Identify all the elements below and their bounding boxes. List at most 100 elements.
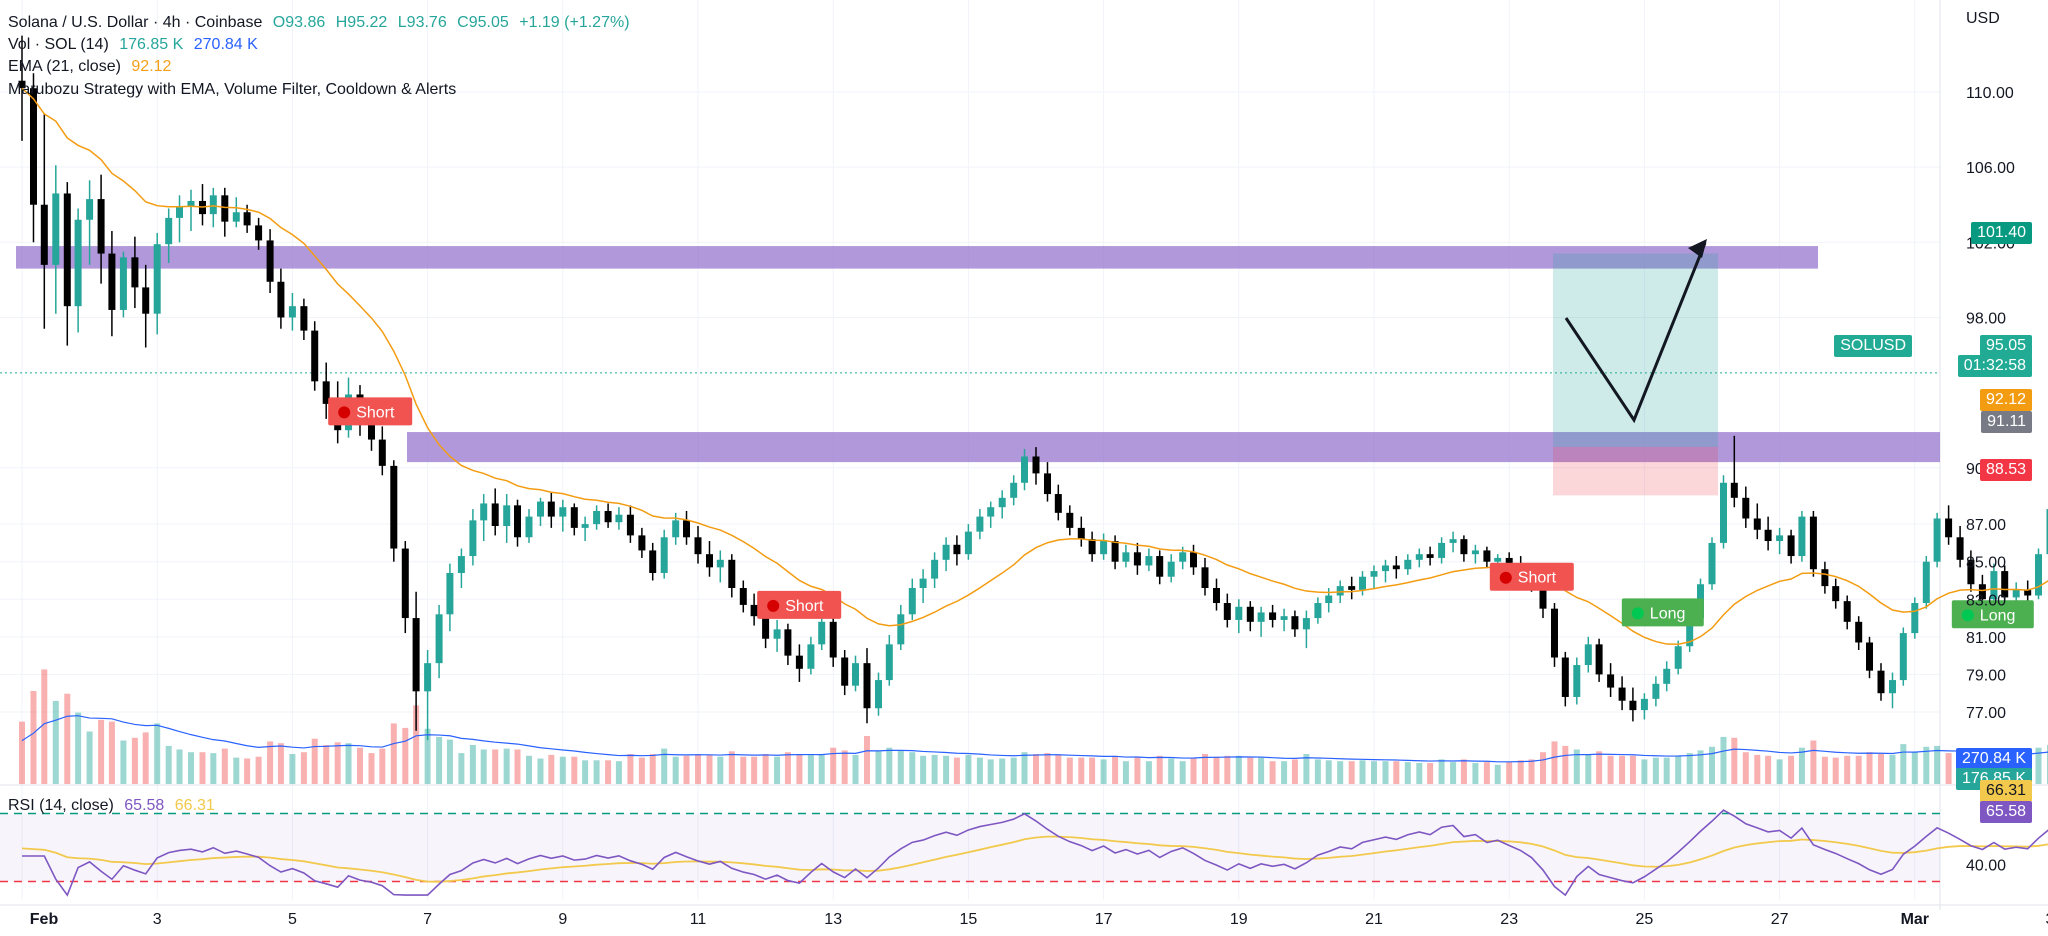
time-axis-label: 19 [1230, 911, 1248, 928]
price-axis-label: 87.00 [1966, 517, 2006, 534]
volume-bar [1911, 752, 1918, 784]
volume-bar [1393, 761, 1400, 784]
volume-bar [1472, 763, 1479, 784]
volume-bar [1675, 755, 1682, 784]
volume-bar [1641, 759, 1648, 784]
candle-body [1066, 512, 1074, 528]
candle-body [1719, 482, 1727, 543]
volume-bar [233, 757, 240, 784]
currency-selector[interactable]: USD [1966, 10, 2000, 27]
volume-bar [277, 743, 284, 784]
candle-body [232, 212, 240, 222]
time-axis-label: 27 [1771, 911, 1789, 928]
volume-bar [1100, 759, 1107, 784]
volume-bar [1258, 757, 1265, 784]
candle-body [998, 497, 1006, 508]
signal-long-label: Long [1621, 598, 1704, 627]
candle-body [2024, 589, 2032, 596]
volume-bar [1427, 763, 1434, 784]
candle-body [1742, 497, 1750, 519]
candle-body [1325, 595, 1333, 604]
volume-bar [323, 745, 330, 784]
time-axis-label: 11 [690, 911, 707, 928]
volume-bar [1066, 757, 1073, 784]
signal-dot-icon [1499, 571, 1512, 584]
volume-bar [1506, 762, 1513, 784]
candle-body [1877, 670, 1885, 694]
rsi-axis-label: 40.00 [1966, 858, 2006, 875]
candle-body [1246, 606, 1254, 622]
volume-bar [436, 736, 443, 784]
volume-bar [1494, 764, 1501, 784]
volume-bar [1213, 756, 1220, 784]
volume-bar [1844, 755, 1851, 784]
volume-bar [1224, 755, 1231, 784]
candle-body [1945, 518, 1953, 538]
rsi-legend[interactable]: RSI (14, close) 65.58 66.31 [8, 795, 221, 817]
volume-bar [120, 740, 127, 784]
volume-bar [52, 700, 59, 784]
signal-dot-icon [767, 599, 780, 612]
volume-value: 176.85 K [119, 36, 184, 53]
volume-bar [864, 736, 870, 784]
candle-body [1956, 537, 1964, 560]
candle-body [209, 195, 217, 215]
candle-body [378, 439, 386, 466]
volume-bar [244, 758, 251, 784]
candle-body [739, 588, 747, 605]
candle-body [750, 604, 758, 617]
signal-box [328, 397, 413, 426]
signal-dot-icon [1961, 609, 1974, 622]
volume-bar [740, 756, 747, 784]
volume-bar [931, 754, 938, 784]
candle-body [1730, 482, 1738, 498]
ema-legend[interactable]: EMA (21, close) 92.12 [8, 56, 177, 78]
time-axis-label: Feb [30, 911, 59, 928]
volume-bar [1551, 741, 1558, 784]
candle-body [525, 516, 533, 538]
volume-bar [267, 741, 274, 784]
candle-body [1145, 556, 1153, 566]
time-axis-label: 17 [1095, 911, 1113, 928]
volume-bar [1629, 755, 1636, 784]
volume-legend[interactable]: Vol · SOL (14) 176.85 K 270.84 K [8, 34, 264, 56]
candle-body [683, 520, 691, 538]
signal-text: Short [356, 404, 395, 421]
candle-body [1832, 586, 1840, 602]
candle-body [1190, 552, 1198, 568]
candle-body [908, 588, 916, 615]
volume-bar [1776, 759, 1783, 784]
signal-short-label: Short [328, 397, 413, 426]
volume-bar [1337, 761, 1344, 784]
ohlc-low: L93.76 [397, 14, 447, 31]
volume-bar [1450, 762, 1457, 784]
candle-body [1054, 494, 1062, 513]
candle-body [976, 516, 984, 532]
candle-body [1043, 473, 1051, 495]
volume-bar [2035, 747, 2042, 784]
last-price-tag: 95.05 [1979, 335, 2032, 357]
symbol-title[interactable]: Solana / U.S. Dollar · 4h · Coinbase [8, 14, 263, 31]
candle-body [1798, 516, 1806, 557]
candle-body [1640, 698, 1648, 711]
volume-bar [1788, 755, 1795, 784]
volume-bar [1855, 755, 1862, 784]
candle-body [491, 503, 499, 526]
volume-bar [571, 756, 578, 784]
volume-bar [30, 691, 37, 784]
candle-body [1179, 552, 1187, 562]
volume-bar [672, 756, 679, 784]
candle-body [1686, 618, 1694, 647]
support-zone [407, 432, 1940, 463]
ohlc-open: O93.86 [272, 14, 326, 31]
strategy-legend[interactable]: Marubozu Strategy with EMA, Volume Filte… [8, 79, 462, 101]
signal-box [1951, 600, 2034, 629]
volume-bar [1742, 752, 1749, 784]
volume-bar [131, 737, 138, 784]
volume-bar [1269, 761, 1276, 784]
candle-body [773, 629, 781, 639]
volume-bar [1866, 752, 1873, 784]
candle-body [649, 550, 657, 573]
volume-bar [86, 731, 93, 784]
